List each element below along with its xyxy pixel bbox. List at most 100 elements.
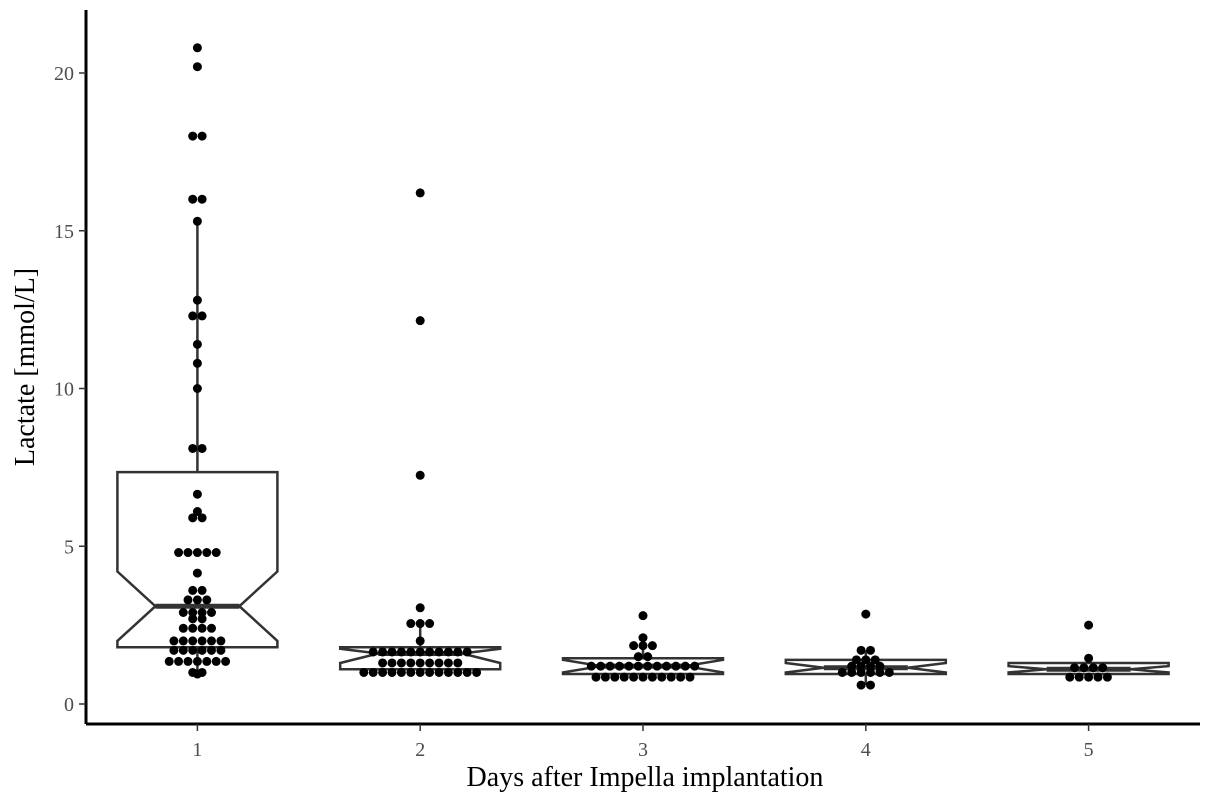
data-point: [197, 194, 207, 204]
data-point: [847, 667, 857, 677]
data-point: [178, 636, 188, 646]
data-point: [453, 658, 463, 668]
x-tick-label: 4: [861, 739, 871, 761]
notched-box: [116, 470, 279, 649]
data-point: [174, 656, 184, 666]
data-point: [1088, 663, 1098, 673]
data-point: [188, 194, 198, 204]
data-point: [856, 680, 866, 690]
data-point: [861, 655, 871, 665]
data-point: [197, 623, 207, 633]
data-point: [211, 548, 221, 558]
data-point: [192, 295, 202, 305]
data-point: [866, 645, 875, 655]
data-point: [434, 667, 444, 677]
y-tick-label: 20: [54, 63, 74, 85]
data-point: [652, 661, 662, 671]
data-point: [192, 384, 202, 393]
y-axis-ticks: 0 5 10 15 20: [54, 63, 86, 716]
data-point: [178, 645, 188, 655]
data-point: [183, 656, 193, 666]
data-point: [676, 672, 686, 682]
data-point: [197, 443, 207, 453]
data-point: [415, 188, 425, 198]
data-point: [207, 645, 216, 655]
data-point: [183, 548, 193, 558]
data-point: [633, 661, 643, 671]
data-point: [647, 672, 657, 682]
data-point: [462, 667, 472, 677]
data-point: [415, 636, 425, 646]
data-point: [415, 316, 425, 326]
data-point: [415, 658, 425, 668]
data-point: [192, 656, 202, 666]
data-point: [188, 608, 198, 618]
data-point: [188, 513, 198, 523]
data-point: [425, 658, 435, 668]
x-axis-ticks: 1 2 3 4 5: [192, 724, 1094, 761]
data-point: [396, 667, 406, 677]
data-point: [596, 661, 606, 671]
data-point: [643, 661, 653, 671]
data-point: [1074, 672, 1084, 682]
data-point: [164, 656, 174, 666]
data-point: [605, 661, 615, 671]
x-tick-label: 5: [1084, 739, 1094, 761]
data-point: [192, 62, 202, 72]
data-point: [216, 636, 226, 646]
data-point: [216, 645, 226, 655]
data-point: [192, 669, 202, 679]
data-point: [188, 311, 198, 321]
data-point: [866, 680, 875, 690]
data-point: [188, 636, 198, 646]
data-point: [1102, 672, 1112, 682]
data-point: [1084, 653, 1094, 663]
box-day-1: [116, 221, 279, 675]
data-point: [197, 636, 207, 646]
data-point: [368, 667, 378, 677]
y-tick-label: 0: [64, 694, 74, 716]
data-point: [1070, 663, 1079, 673]
data-point: [638, 611, 648, 621]
data-point: [174, 548, 184, 558]
data-point: [586, 661, 596, 671]
data-point: [856, 645, 866, 655]
data-point: [197, 614, 207, 624]
data-point: [406, 619, 416, 629]
data-point: [192, 568, 202, 578]
y-tick-label: 5: [64, 536, 74, 558]
data-point: [406, 658, 416, 668]
data-point: [638, 633, 648, 643]
data-point: [188, 131, 198, 141]
data-point: [861, 609, 871, 619]
data-point: [207, 623, 216, 633]
data-point: [1084, 620, 1094, 630]
data-point: [837, 667, 847, 677]
data-point: [647, 641, 657, 651]
data-point: [425, 619, 435, 629]
data-point: [192, 489, 202, 499]
data-point: [856, 661, 866, 671]
data-point: [866, 667, 875, 677]
box-day-4: [784, 650, 948, 686]
data-point: [378, 658, 388, 668]
data-point: [472, 667, 482, 677]
data-point: [600, 672, 610, 682]
data-point: [202, 656, 212, 666]
data-point: [629, 672, 639, 682]
data-point: [202, 548, 212, 558]
data-point: [453, 667, 463, 677]
data-point: [462, 647, 472, 657]
data-point: [884, 667, 894, 677]
data-point: [178, 623, 188, 633]
data-point: [197, 131, 207, 141]
data-point: [188, 443, 198, 453]
data-point: [643, 652, 653, 662]
data-point: [443, 667, 453, 677]
data-point: [680, 661, 690, 671]
data-point: [188, 585, 198, 595]
data-point: [633, 652, 643, 662]
data-point: [169, 645, 179, 655]
data-point: [192, 216, 202, 226]
